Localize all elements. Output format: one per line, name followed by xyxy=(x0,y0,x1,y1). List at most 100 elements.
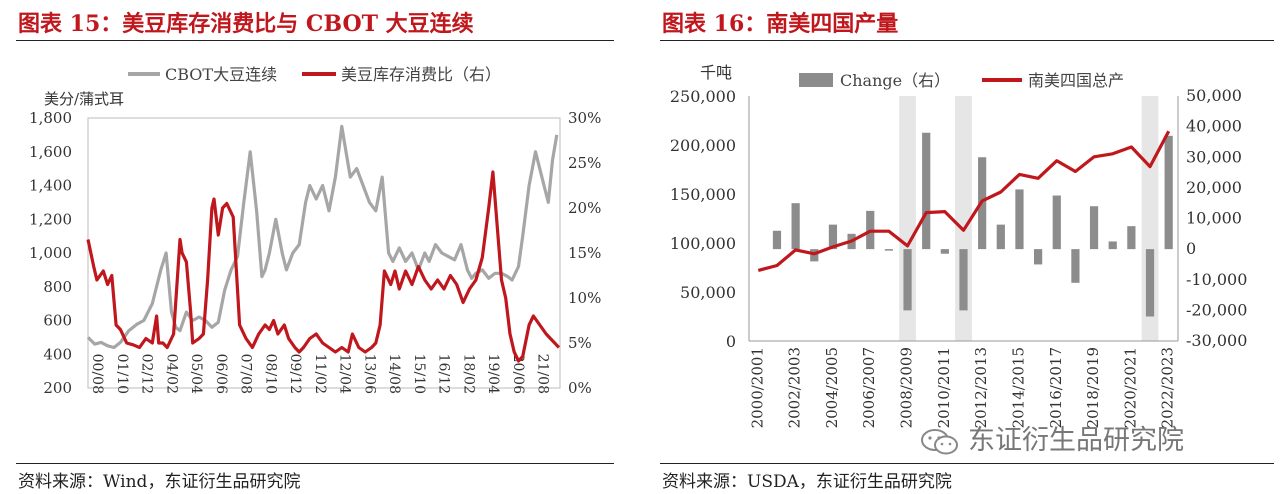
y2-tick-label: 0% xyxy=(568,379,592,397)
x-tick-label: 2020/2021 xyxy=(1121,347,1139,428)
y-tick-label: 1,200 xyxy=(29,210,72,228)
y-tick-label: 600 xyxy=(43,312,72,330)
change-bar xyxy=(996,224,1005,250)
x-tick-label: 2006/2007 xyxy=(860,347,878,428)
x-tick-label: 2018/2019 xyxy=(1084,347,1102,428)
y2-tick-label: -10,000 xyxy=(1186,270,1247,289)
change-bar xyxy=(1145,249,1155,317)
x-tick-label: 2014/2015 xyxy=(1009,347,1027,428)
y2-tick-label: 0 xyxy=(1186,239,1196,258)
x-tick-label: 20/06 xyxy=(510,354,526,394)
x-tick-label: 2012/2013 xyxy=(972,347,990,428)
stock-ratio-line xyxy=(86,170,561,363)
x-tick-label: 18/02 xyxy=(460,354,476,394)
shaded-period xyxy=(899,96,916,341)
change-bar xyxy=(903,249,912,311)
x-tick-label: 2002/2003 xyxy=(786,347,804,428)
change-bar xyxy=(1052,195,1061,250)
y-tick-label: 250,000 xyxy=(670,87,736,106)
shaded-period xyxy=(955,96,972,341)
figure-15-title: 图表 15：美豆库存消费比与 CBOT 大豆连续 xyxy=(18,11,474,37)
x-tick-label: 2016/2017 xyxy=(1047,347,1065,428)
x-tick-label: 04/02 xyxy=(163,354,179,394)
y2-tick-label: 30% xyxy=(568,109,601,127)
legend-label-cbot: CBOT大豆连续 xyxy=(165,65,277,84)
change-bar xyxy=(884,249,893,251)
y-tick-label: 200 xyxy=(43,379,72,397)
y2-tick-label: 30,000 xyxy=(1186,147,1242,166)
y2-tick-label: 20,000 xyxy=(1186,178,1242,197)
legend-label-total: 南美四国总产 xyxy=(1028,71,1124,90)
legend-swatch-change xyxy=(799,73,833,87)
x-tick-label: 06/06 xyxy=(213,354,229,394)
change-bar xyxy=(940,249,949,254)
source-rule xyxy=(16,463,614,464)
y-tick-label: 50,000 xyxy=(680,283,736,302)
y2-tick-label: 5% xyxy=(568,334,592,352)
x-tick-label: 2004/2005 xyxy=(823,347,841,428)
y2-tick-label: -30,000 xyxy=(1186,331,1247,350)
change-bar xyxy=(791,203,800,250)
wechat-icon xyxy=(921,428,958,454)
x-tick-label: 2010/2011 xyxy=(935,347,953,428)
y-tick-label: 400 xyxy=(43,345,72,363)
legend-label-ratio: 美豆库存消费比（右） xyxy=(341,65,501,84)
y-tick-label: 150,000 xyxy=(670,185,736,204)
y2-tick-label: 10,000 xyxy=(1186,209,1242,228)
title-rule xyxy=(16,40,614,41)
change-bar xyxy=(959,249,968,311)
y-tick-label: 800 xyxy=(43,278,72,296)
figure-15-source: 资料来源：Wind，东证衍生品研究院 xyxy=(18,472,301,492)
x-tick-label: 2022/2023 xyxy=(1159,347,1177,428)
y2-tick-label: 10% xyxy=(568,289,601,307)
y-tick-label: 1,000 xyxy=(29,244,72,262)
x-tick-label: 15/10 xyxy=(411,354,427,394)
y-tick-label: 1,800 xyxy=(29,109,72,127)
change-bar xyxy=(772,230,782,250)
change-bar xyxy=(1127,226,1136,250)
x-tick-label: 14/08 xyxy=(386,354,402,394)
y-tick-label: 1,600 xyxy=(29,143,72,161)
x-tick-label: 2000/2001 xyxy=(748,347,766,428)
x-tick-label: 00/08 xyxy=(89,354,105,394)
change-bar xyxy=(1089,206,1099,250)
legend-label-change: Change（右） xyxy=(840,71,950,90)
x-tick-label: 13/06 xyxy=(361,354,377,394)
x-tick-label: 2008/2009 xyxy=(898,347,916,428)
figure-16-panel: 图表 16：南美四国产量 0 50,000 100,000 150,000 200,00… xyxy=(644,0,1288,494)
x-tick-label: 16/12 xyxy=(436,354,452,394)
plot-frame xyxy=(87,117,561,389)
watermark: 东证衍生品研究院 xyxy=(920,418,1184,457)
y-tick-label: 100,000 xyxy=(670,234,736,253)
y-axis-label: 千吨 xyxy=(700,63,732,82)
x-tick-label: 19/04 xyxy=(485,354,501,394)
y-tick-label: 1,400 xyxy=(29,177,72,195)
change-bar xyxy=(1034,249,1043,265)
cbot-soybean-line xyxy=(86,124,559,350)
south-america-production-chart: 0 50,000 100,000 150,000 200,000 250,000 -30,0… xyxy=(670,63,1248,428)
change-bar xyxy=(1015,189,1024,250)
change-bar xyxy=(828,224,838,250)
figure-15-panel: 图表 15：美豆库存消费比与 CBOT 大豆连续 200 400 600 800 1,0… xyxy=(0,0,628,494)
y2-tick-label: 25% xyxy=(568,154,601,172)
figure-16-source: 资料来源：USDA，东证衍生品研究院 xyxy=(662,472,952,492)
x-tick-label: 08/10 xyxy=(262,354,278,394)
x-tick-label: 09/12 xyxy=(287,354,303,394)
change-bar xyxy=(1108,241,1117,250)
x-tick-label: 21/08 xyxy=(535,354,551,394)
x-tick-label: 02/12 xyxy=(139,354,155,394)
y2-tick-label: 50,000 xyxy=(1186,86,1242,105)
y2-tick-label: 20% xyxy=(568,199,601,217)
soybean-stock-ratio-chart: 200 400 600 800 1,000 1,200 1,400 1,600 1,800 0% 5… xyxy=(29,65,601,397)
x-tick-label: 12/04 xyxy=(337,354,353,394)
y2-tick-label: 40,000 xyxy=(1186,117,1242,136)
y2-tick-label: 15% xyxy=(568,244,601,262)
change-bar xyxy=(922,132,931,250)
title-rule xyxy=(660,40,1274,41)
y2-tick-label: -20,000 xyxy=(1186,300,1247,319)
x-tick-label: 11/02 xyxy=(312,354,328,394)
x-tick-label: 07/08 xyxy=(238,354,254,394)
source-rule xyxy=(660,463,1274,464)
change-bar xyxy=(1071,249,1080,283)
y-axis-label: 美分/蒲式耳 xyxy=(44,90,124,108)
